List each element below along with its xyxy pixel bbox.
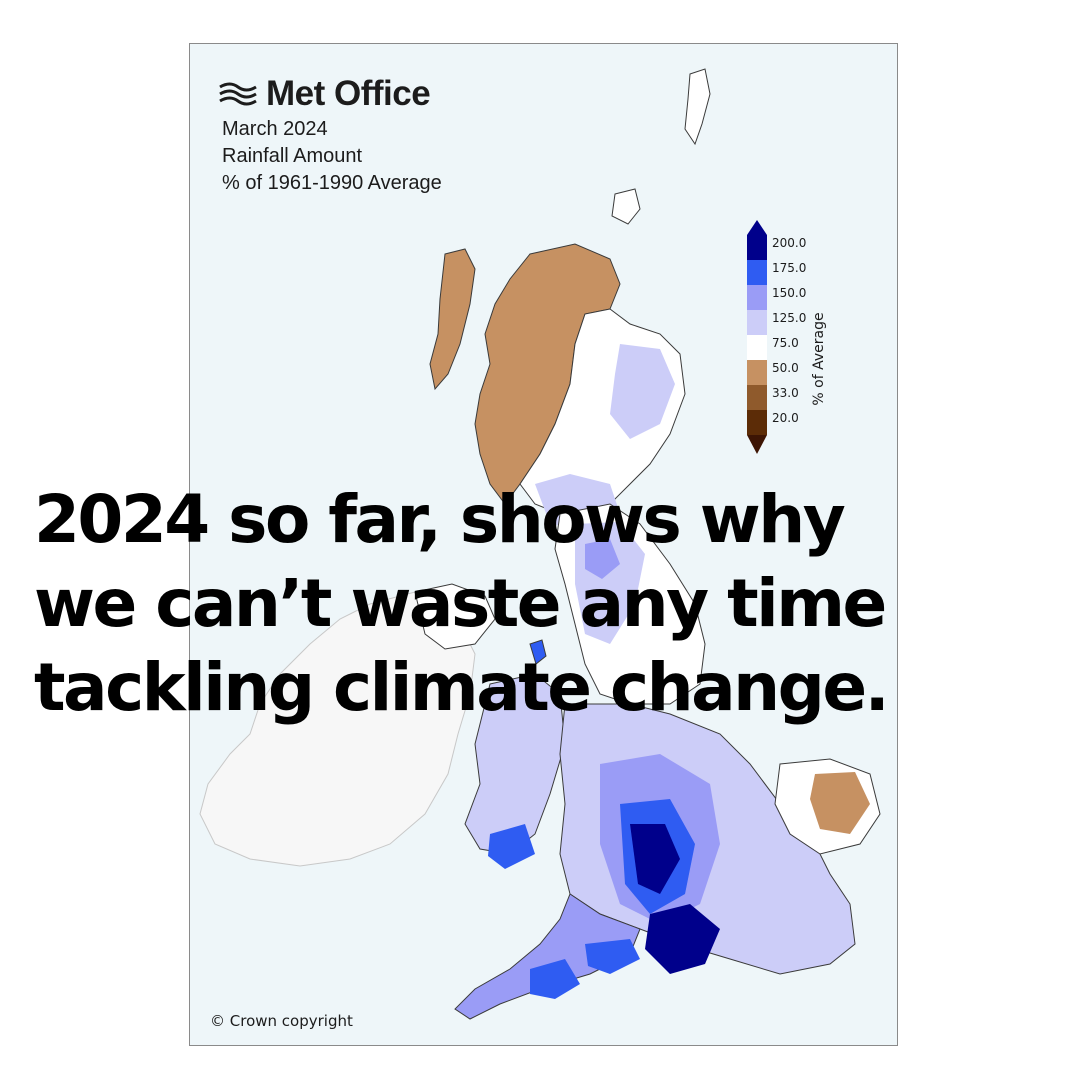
crown-copyright-notice: © Crown copyright: [210, 1012, 353, 1030]
met-office-logo-text: Met Office: [266, 74, 431, 113]
headline-line-2: we can’t waste any time: [34, 565, 887, 642]
met-office-waves-icon: [219, 82, 257, 106]
rainfall-map-panel: Met Office March 2024 Rainfall Amount % …: [189, 43, 898, 1046]
colorbar-segment-150-175: [747, 260, 767, 285]
colorbar-segment-125-150: [747, 285, 767, 310]
colorbar-tick-label: 20.0: [772, 411, 799, 425]
colorbar-segment-75-125: [747, 310, 767, 335]
colorbar-tick-label: 50.0: [772, 361, 799, 375]
headline-line-1: 2024 so far, shows why: [34, 481, 846, 558]
isle-of-man: [529, 639, 547, 665]
colorbar: [747, 220, 767, 454]
orkney-islands: [611, 188, 641, 225]
shetland-islands: [684, 68, 711, 146]
colorbar-tick-label: 33.0: [772, 386, 799, 400]
rainfall-map: [199, 68, 881, 1020]
dorset-wet-patch: [585, 939, 640, 974]
norfolk-dry-patch: [810, 772, 870, 834]
devon-wet-patch: [530, 959, 580, 999]
map-title-metric: Rainfall Amount: [222, 145, 363, 167]
met-office-logo: Met Office: [218, 74, 431, 114]
colorbar-overflow-high: [747, 220, 767, 235]
colorbar-segment-50-75: [747, 335, 767, 360]
southern-england-wet-patch: [645, 904, 720, 974]
colorbar-segment-20-33: [747, 385, 767, 410]
colorbar-axis-label: % of Average: [811, 312, 827, 406]
colorbar-tick-label: 175.0: [772, 261, 807, 275]
colorbar-tick-label: 150.0: [772, 286, 807, 300]
headline-line-3: tackling climate change.: [34, 649, 890, 726]
colorbar-overflow-low: [747, 435, 767, 454]
map-title-date: March 2024: [222, 118, 328, 140]
colorbar-tick-label: 75.0: [772, 336, 799, 350]
scotland-east-wet-patch: [610, 344, 675, 439]
south-west-peninsula-region: [454, 893, 641, 1020]
northern-ireland-landmass: [414, 583, 496, 650]
colorbar-segment-33-50: [747, 360, 767, 385]
wales-wet-patch: [488, 824, 535, 869]
colorbar-tick-label: 125.0: [772, 311, 807, 325]
colorbar-segment-below-20: [747, 410, 767, 435]
midlands-extreme-wet-patch: [630, 824, 680, 894]
colorbar-tick-label: 200.0: [772, 236, 807, 250]
outer-hebrides-islands: [429, 248, 476, 391]
colorbar-segment-175-200: [747, 235, 767, 260]
headline-overlay: 2024 so far, shows why we can’t waste an…: [34, 478, 1054, 730]
map-title-units: % of 1961-1990 Average: [222, 172, 442, 194]
lake-district-wet-patch: [585, 539, 620, 579]
